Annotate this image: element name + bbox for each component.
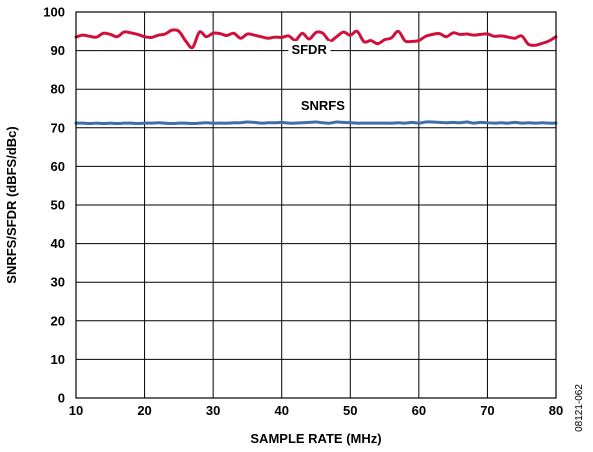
figure-id: 08121-062 xyxy=(574,384,585,432)
annotation-background xyxy=(288,41,331,59)
annotation-label: SNRFS xyxy=(301,98,345,113)
x-tick-label: 30 xyxy=(206,403,220,418)
annotation-sfdr: SFDR xyxy=(288,41,331,59)
y-tick-label: 30 xyxy=(51,275,65,290)
y-tick-label: 0 xyxy=(58,391,65,406)
y-tick-label: 80 xyxy=(51,82,65,97)
y-axis-title: SNRFS/SFDR (dBFS/dBc) xyxy=(4,126,19,283)
series-line-snrfs xyxy=(74,120,558,126)
y-axis-ticks: 0 10 20 30 40 50 60 70 80 90 100 xyxy=(43,5,65,406)
x-axis-title: SAMPLE RATE (MHz) xyxy=(250,431,381,446)
annotation-snrfs: SNRFS xyxy=(297,97,349,115)
x-tick-label: 50 xyxy=(343,403,357,418)
x-tick-label: 40 xyxy=(274,403,288,418)
x-axis-ticks: 10 20 30 40 50 60 70 80 xyxy=(69,403,563,418)
x-tick-label: 60 xyxy=(412,403,426,418)
series-line-sfdr xyxy=(74,28,558,50)
x-tick-label: 20 xyxy=(137,403,151,418)
y-tick-label: 70 xyxy=(51,120,65,135)
y-tick-label: 100 xyxy=(43,5,65,20)
y-tick-label: 40 xyxy=(51,236,65,251)
series-lines xyxy=(74,28,558,126)
y-tick-label: 50 xyxy=(51,198,65,213)
y-tick-label: 10 xyxy=(51,352,65,367)
annotation-label: SFDR xyxy=(291,42,327,57)
grid xyxy=(75,11,557,399)
y-tick-label: 90 xyxy=(51,43,65,58)
plot-frame xyxy=(75,11,557,399)
x-tick-label: 80 xyxy=(549,403,563,418)
x-tick-label: 10 xyxy=(69,403,83,418)
y-tick-label: 20 xyxy=(51,313,65,328)
series-annotations: SFDR SNRFS xyxy=(288,41,349,115)
y-tick-label: 60 xyxy=(51,159,65,174)
annotation-background xyxy=(297,97,349,115)
x-tick-label: 70 xyxy=(480,403,494,418)
